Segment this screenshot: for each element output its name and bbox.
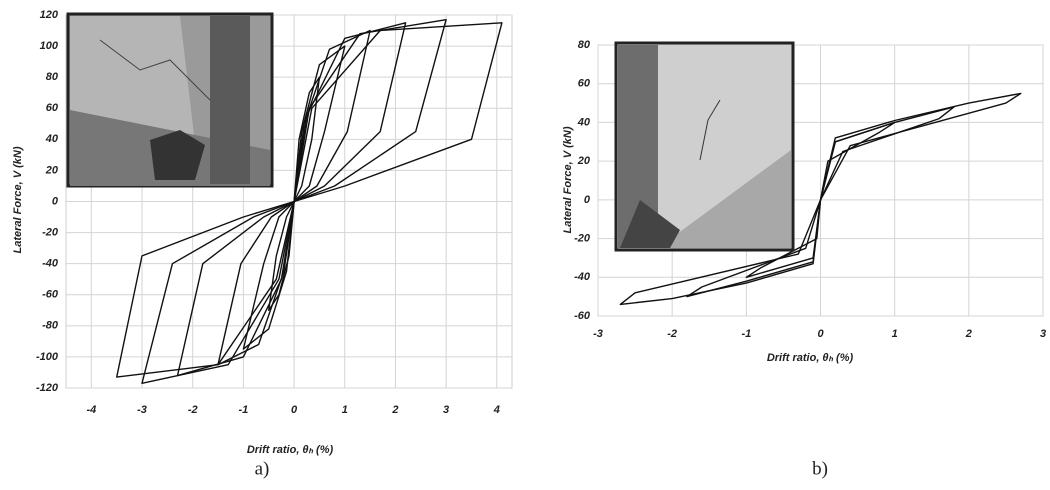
x-tick-label: 0 <box>291 404 298 416</box>
x-axis-label: Drift ratio, θₕ (%) <box>767 352 854 364</box>
x-tick-label: -3 <box>137 404 147 416</box>
y-tick-label: -40 <box>574 271 591 283</box>
hysteresis-loop <box>116 22 503 378</box>
y-tick-label: 60 <box>578 78 591 90</box>
y-tick-label: -120 <box>36 382 59 394</box>
x-tick-label: 3 <box>1040 328 1046 340</box>
x-axis-label: Drift ratio, θₕ (%) <box>247 444 334 456</box>
x-tick-label: 1 <box>342 404 348 416</box>
y-tick-label: 20 <box>577 155 591 167</box>
y-tick-label: -20 <box>42 226 59 238</box>
y-axis-label: Lateral Force, V (kN) <box>12 146 24 253</box>
hysteresis-loop <box>619 92 1022 306</box>
x-tick-label: 2 <box>391 404 398 416</box>
y-tick-label: 40 <box>45 133 59 145</box>
y-tick-label: 0 <box>52 195 59 207</box>
x-tick-label: -3 <box>593 328 603 340</box>
x-tick-label: 1 <box>892 328 898 340</box>
y-tick-label: -40 <box>42 258 59 270</box>
y-axis-label: Lateral Force, V (kN) <box>562 126 574 233</box>
y-tick-label: 20 <box>45 164 59 176</box>
y-tick-label: -60 <box>574 310 591 322</box>
caption: a) <box>255 458 270 479</box>
y-tick-label: -20 <box>574 232 591 244</box>
x-tick-label: 3 <box>443 404 449 416</box>
y-tick-label: 60 <box>46 102 59 114</box>
x-tick-label: -1 <box>741 328 751 340</box>
caption: b) <box>812 458 828 479</box>
y-tick-label: 120 <box>40 9 59 21</box>
x-tick-label: -1 <box>238 404 248 416</box>
x-tick-label: -4 <box>86 404 96 416</box>
x-tick-label: 4 <box>493 404 500 416</box>
x-tick-label: -2 <box>667 328 677 340</box>
y-tick-label: -100 <box>36 351 59 363</box>
y-tick-label: -60 <box>42 289 59 301</box>
photo-inset <box>614 41 795 252</box>
y-tick-label: -80 <box>42 320 59 332</box>
x-tick-label: -2 <box>188 404 198 416</box>
x-tick-label: 2 <box>965 328 972 340</box>
y-tick-label: 80 <box>578 39 591 51</box>
y-tick-label: 0 <box>584 194 591 206</box>
y-tick-label: 40 <box>577 116 591 128</box>
y-tick-label: 100 <box>40 40 59 52</box>
photo-inset <box>66 12 274 188</box>
y-tick-label: 80 <box>46 71 59 83</box>
x-tick-label: 0 <box>817 328 824 340</box>
